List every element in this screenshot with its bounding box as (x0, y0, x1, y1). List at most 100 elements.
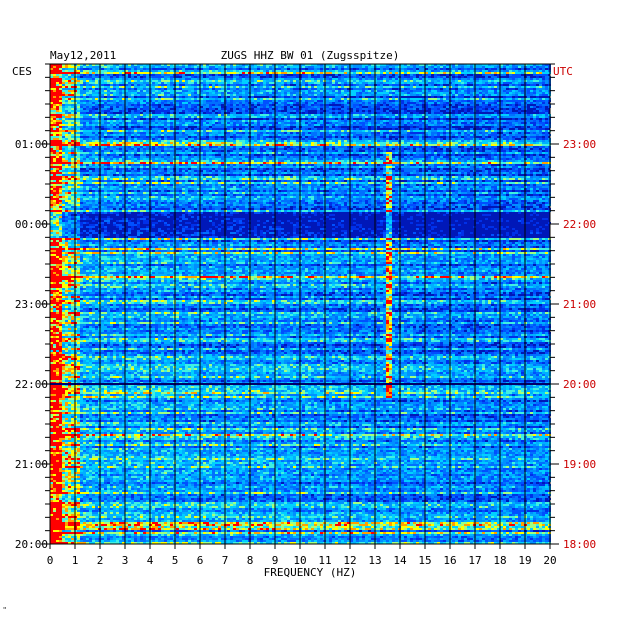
heatmap-cell (359, 112, 362, 114)
heatmap-cell (539, 86, 542, 88)
heatmap-cell (335, 126, 338, 128)
heatmap-cell (410, 122, 413, 124)
heatmap-cell (515, 108, 518, 110)
heatmap-cell (92, 112, 95, 114)
heatmap-cell (191, 66, 194, 68)
heatmap-cell (512, 122, 515, 124)
heatmap-cell (545, 66, 548, 68)
heatmap-cell (404, 122, 407, 124)
heatmap-cell (206, 78, 209, 80)
heatmap-cell (419, 122, 422, 124)
heatmap-cell (461, 114, 464, 116)
heatmap-cell (77, 114, 80, 116)
heatmap-cell (113, 114, 116, 116)
heatmap-cell (221, 76, 224, 78)
heatmap-cell (503, 88, 506, 90)
heatmap-cell (59, 106, 62, 108)
heatmap-cell (89, 72, 92, 74)
heatmap-cell (494, 84, 497, 86)
heatmap-cell (395, 74, 398, 76)
heatmap-cell (476, 70, 479, 72)
heatmap-cell (260, 94, 263, 96)
heatmap-cell (206, 90, 209, 92)
heatmap-cell (77, 120, 80, 122)
heatmap-cell (143, 108, 146, 110)
heatmap-cell (101, 120, 104, 122)
heatmap-cell (116, 84, 119, 86)
heatmap-cell (467, 106, 470, 108)
heatmap-cell (419, 66, 422, 68)
heatmap-cell (62, 80, 65, 82)
heatmap-cell (317, 66, 320, 68)
heatmap-cell (215, 118, 218, 120)
heatmap-cell (413, 82, 416, 84)
heatmap-cell (290, 82, 293, 84)
heatmap-cell (62, 116, 65, 118)
heatmap-cell (269, 84, 272, 86)
heatmap-cell (239, 106, 242, 108)
heatmap-cell (392, 102, 395, 104)
heatmap-cell (503, 70, 506, 72)
heatmap-cell (482, 124, 485, 126)
heatmap-cell (176, 74, 179, 76)
heatmap-cell (371, 76, 374, 78)
heatmap-cell (338, 78, 341, 80)
heatmap-cell (494, 88, 497, 90)
heatmap-cell (104, 68, 107, 70)
heatmap-cell (86, 128, 89, 130)
heatmap-cell (260, 114, 263, 116)
heatmap-cell (95, 120, 98, 122)
heatmap-cell (329, 122, 332, 124)
heatmap-cell (542, 82, 545, 84)
heatmap-cell (278, 94, 281, 96)
heatmap-cell (533, 88, 536, 90)
heatmap-cell (281, 128, 284, 130)
heatmap-cell (455, 122, 458, 124)
heatmap-cell (68, 94, 71, 96)
heatmap-cell (89, 68, 92, 70)
heatmap-cell (155, 112, 158, 114)
heatmap-cell (233, 122, 236, 124)
heatmap-cell (233, 78, 236, 80)
heatmap-cell (380, 82, 383, 84)
heatmap-cell (341, 116, 344, 118)
heatmap-cell (506, 100, 509, 102)
heatmap-cell (281, 66, 284, 68)
heatmap-cell (305, 116, 308, 118)
heatmap-cell (203, 84, 206, 86)
heatmap-cell (545, 104, 548, 106)
heatmap-cell (476, 86, 479, 88)
heatmap-cell (482, 80, 485, 82)
heatmap-cell (68, 84, 71, 86)
heatmap-cell (284, 120, 287, 122)
heatmap-cell (428, 68, 431, 70)
heatmap-cell (401, 72, 404, 74)
heatmap-cell (188, 114, 191, 116)
heatmap-cell (113, 82, 116, 84)
heatmap-cell (110, 120, 113, 122)
heatmap-cell (491, 116, 494, 118)
heatmap-cell (161, 102, 164, 104)
heatmap-cell (239, 78, 242, 80)
heatmap-cell (302, 94, 305, 96)
heatmap-cell (377, 66, 380, 68)
heatmap-cell (215, 102, 218, 104)
heatmap-cell (464, 86, 467, 88)
heatmap-cell (233, 96, 236, 98)
heatmap-cell (368, 70, 371, 72)
heatmap-cell (338, 110, 341, 112)
heatmap-cell (311, 102, 314, 104)
heatmap-cell (395, 126, 398, 128)
heatmap-cell (320, 82, 323, 84)
heatmap-cell (530, 68, 533, 70)
heatmap-cell (440, 128, 443, 130)
heatmap-cell (170, 106, 173, 108)
heatmap-cell (131, 94, 134, 96)
heatmap-cell (383, 106, 386, 108)
heatmap-cell (56, 128, 59, 130)
heatmap-cell (296, 108, 299, 110)
heatmap-cell (458, 98, 461, 100)
heatmap-cell (470, 94, 473, 96)
heatmap-cell (89, 122, 92, 124)
heatmap-cell (188, 110, 191, 112)
